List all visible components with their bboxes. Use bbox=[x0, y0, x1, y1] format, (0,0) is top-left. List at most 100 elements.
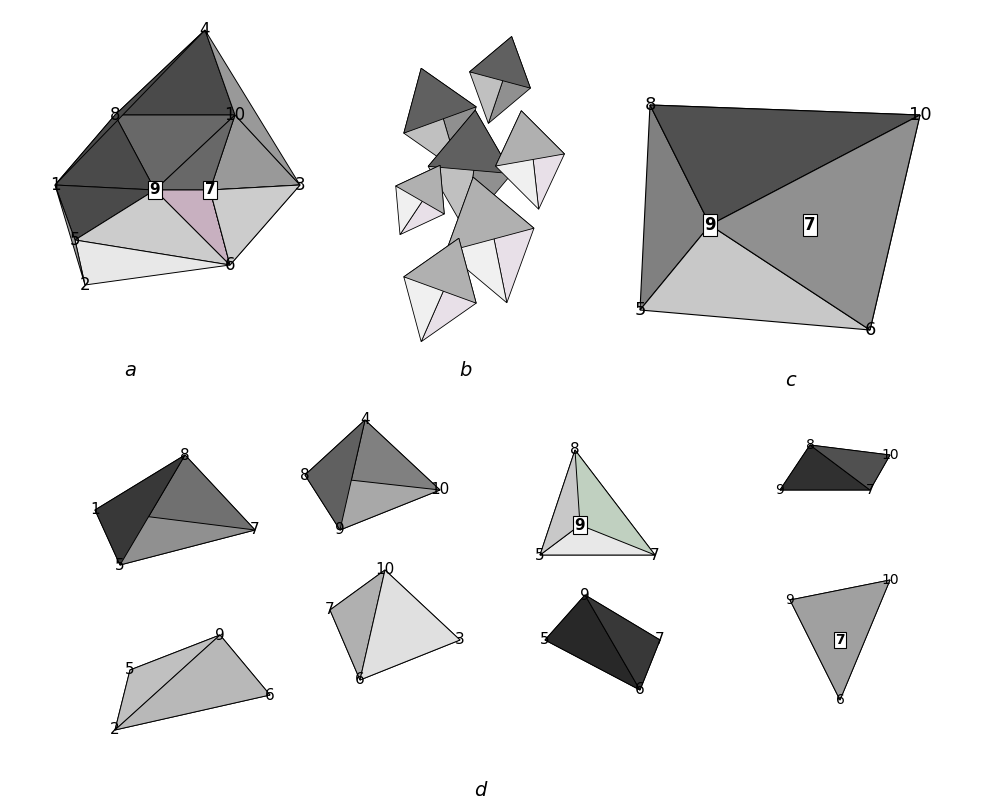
Text: 8: 8 bbox=[644, 96, 656, 114]
Polygon shape bbox=[396, 186, 424, 234]
Polygon shape bbox=[545, 595, 660, 640]
Text: 5: 5 bbox=[115, 558, 125, 573]
Polygon shape bbox=[710, 225, 870, 330]
Text: 9: 9 bbox=[704, 216, 716, 234]
Polygon shape bbox=[428, 164, 475, 229]
Polygon shape bbox=[55, 185, 85, 285]
Polygon shape bbox=[115, 635, 270, 730]
Text: 10: 10 bbox=[375, 562, 395, 578]
Polygon shape bbox=[496, 111, 564, 166]
Polygon shape bbox=[305, 420, 365, 530]
Polygon shape bbox=[470, 36, 530, 88]
Text: 6: 6 bbox=[265, 688, 275, 702]
Polygon shape bbox=[330, 610, 460, 680]
Polygon shape bbox=[650, 105, 920, 225]
Polygon shape bbox=[330, 570, 460, 640]
Polygon shape bbox=[640, 225, 870, 330]
Polygon shape bbox=[404, 69, 476, 133]
Polygon shape bbox=[424, 166, 444, 214]
Polygon shape bbox=[396, 166, 440, 198]
Polygon shape bbox=[305, 475, 440, 530]
Text: 6: 6 bbox=[635, 683, 645, 697]
Text: 7: 7 bbox=[650, 548, 660, 562]
Polygon shape bbox=[210, 115, 300, 190]
Text: 2: 2 bbox=[110, 722, 120, 738]
Polygon shape bbox=[404, 238, 459, 286]
Polygon shape bbox=[404, 69, 442, 133]
Polygon shape bbox=[475, 110, 512, 174]
Polygon shape bbox=[305, 420, 440, 490]
Polygon shape bbox=[840, 580, 890, 700]
Text: 8: 8 bbox=[180, 448, 190, 462]
Polygon shape bbox=[155, 190, 230, 265]
Polygon shape bbox=[95, 510, 255, 565]
Text: 9: 9 bbox=[786, 593, 794, 607]
Polygon shape bbox=[780, 445, 870, 490]
Text: c: c bbox=[785, 371, 795, 389]
Polygon shape bbox=[442, 107, 476, 171]
Text: 7: 7 bbox=[804, 216, 816, 234]
Polygon shape bbox=[790, 580, 890, 700]
Text: 8: 8 bbox=[806, 438, 814, 452]
Polygon shape bbox=[465, 164, 512, 229]
Text: 3: 3 bbox=[295, 176, 305, 194]
Text: 6: 6 bbox=[836, 693, 844, 707]
Text: b: b bbox=[459, 360, 471, 380]
Polygon shape bbox=[95, 455, 255, 530]
Polygon shape bbox=[115, 115, 235, 190]
Polygon shape bbox=[488, 77, 530, 124]
Text: 9: 9 bbox=[776, 483, 784, 497]
Text: 7: 7 bbox=[835, 633, 845, 647]
Text: 9: 9 bbox=[335, 523, 345, 537]
Text: 7: 7 bbox=[205, 183, 215, 197]
Polygon shape bbox=[496, 111, 533, 166]
Polygon shape bbox=[115, 635, 220, 730]
Text: 7: 7 bbox=[655, 633, 665, 647]
Text: 6: 6 bbox=[864, 321, 876, 339]
Text: 10: 10 bbox=[430, 482, 450, 498]
Polygon shape bbox=[545, 595, 640, 690]
Text: 5: 5 bbox=[70, 231, 80, 249]
Polygon shape bbox=[205, 30, 300, 185]
Polygon shape bbox=[75, 240, 230, 285]
Polygon shape bbox=[130, 635, 270, 695]
Polygon shape bbox=[155, 115, 235, 190]
Polygon shape bbox=[780, 445, 890, 490]
Polygon shape bbox=[496, 154, 539, 209]
Polygon shape bbox=[55, 185, 155, 240]
Text: d: d bbox=[474, 781, 486, 799]
Text: 9: 9 bbox=[150, 183, 160, 197]
Polygon shape bbox=[210, 185, 300, 265]
Polygon shape bbox=[650, 105, 920, 225]
Text: 3: 3 bbox=[455, 633, 465, 647]
Text: 5: 5 bbox=[125, 663, 135, 677]
Text: 8: 8 bbox=[110, 106, 120, 124]
Text: 7: 7 bbox=[866, 483, 874, 497]
Polygon shape bbox=[396, 166, 444, 214]
Polygon shape bbox=[780, 455, 890, 490]
Text: 10: 10 bbox=[881, 573, 899, 587]
Text: 9: 9 bbox=[580, 587, 590, 603]
Polygon shape bbox=[421, 286, 476, 342]
Text: 7: 7 bbox=[325, 603, 335, 617]
Polygon shape bbox=[504, 36, 530, 88]
Polygon shape bbox=[540, 525, 655, 555]
Polygon shape bbox=[540, 450, 655, 555]
Polygon shape bbox=[445, 238, 476, 303]
Polygon shape bbox=[790, 580, 890, 640]
Text: 9: 9 bbox=[215, 628, 225, 642]
Polygon shape bbox=[540, 450, 580, 555]
Text: 4: 4 bbox=[360, 413, 370, 427]
Text: 10: 10 bbox=[224, 106, 246, 124]
Polygon shape bbox=[210, 185, 300, 265]
Polygon shape bbox=[446, 177, 493, 252]
Polygon shape bbox=[120, 455, 255, 565]
Polygon shape bbox=[521, 111, 564, 154]
Text: 1: 1 bbox=[50, 176, 60, 194]
Polygon shape bbox=[585, 595, 660, 690]
Polygon shape bbox=[810, 115, 920, 330]
Polygon shape bbox=[115, 670, 270, 730]
Text: 10: 10 bbox=[909, 106, 931, 124]
Polygon shape bbox=[640, 105, 710, 310]
Polygon shape bbox=[533, 154, 564, 209]
